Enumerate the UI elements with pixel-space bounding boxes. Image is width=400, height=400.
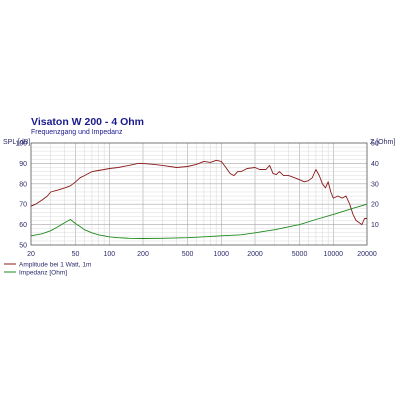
chart-title: Visaton W 200 - 4 Ohm — [31, 116, 144, 128]
y-left-tick-label: 70 — [19, 202, 27, 209]
y-left-tick-label: 90 — [19, 161, 27, 168]
y-left-tick-label: 50 — [19, 243, 27, 250]
legend-label-amplitude: Amplitude bei 1 Watt, 1m — [19, 262, 91, 269]
y-right-tick-label: 30 — [371, 181, 379, 188]
y-right-tick-label: 50 — [371, 141, 379, 148]
y-left-tick-label: 80 — [19, 181, 27, 188]
x-tick-label: 20000 — [357, 251, 377, 258]
y-left-axis-ticks: 50 60 70 80 90 100 — [15, 141, 27, 250]
y-right-tick-label: 10 — [371, 222, 379, 229]
y-right-tick-label: 40 — [371, 161, 379, 168]
x-tick-label: 20 — [27, 251, 35, 258]
x-tick-label: 500 — [182, 251, 194, 258]
legend: Amplitude bei 1 Watt, 1m Impedanz [Ohm] — [4, 262, 91, 277]
plot-frame — [30, 142, 368, 246]
x-tick-label: 2000 — [247, 251, 263, 258]
y-right-axis-ticks: 10 20 30 40 50 — [371, 141, 379, 230]
y-right-tick-label: 20 — [371, 202, 379, 209]
chart-subtitle: Frequenzgang und Impedanz — [31, 129, 123, 136]
series-lines — [30, 159, 368, 239]
legend-label-impedance: Impedanz [Ohm] — [19, 270, 67, 277]
y-left-tick-label: 60 — [19, 222, 27, 229]
y-right-axis-label: Z [Ohm] — [370, 139, 395, 146]
grid — [31, 143, 367, 245]
x-tick-label: 50 — [72, 251, 80, 258]
x-tick-label: 1000 — [213, 251, 229, 258]
x-axis-ticks: 20 50 100 200 500 1000 2000 5000 10000 20000 — [27, 251, 377, 258]
x-tick-label: 10000 — [324, 251, 344, 258]
x-tick-label: 5000 — [292, 251, 308, 258]
series-line-impedance — [30, 203, 368, 239]
x-tick-label: 200 — [137, 251, 149, 258]
y-left-axis-label: SPL [dB] — [3, 139, 30, 146]
x-tick-label: 100 — [103, 251, 115, 258]
series-line-amplitude — [30, 159, 367, 226]
y-left-tick-label: 100 — [15, 141, 27, 148]
